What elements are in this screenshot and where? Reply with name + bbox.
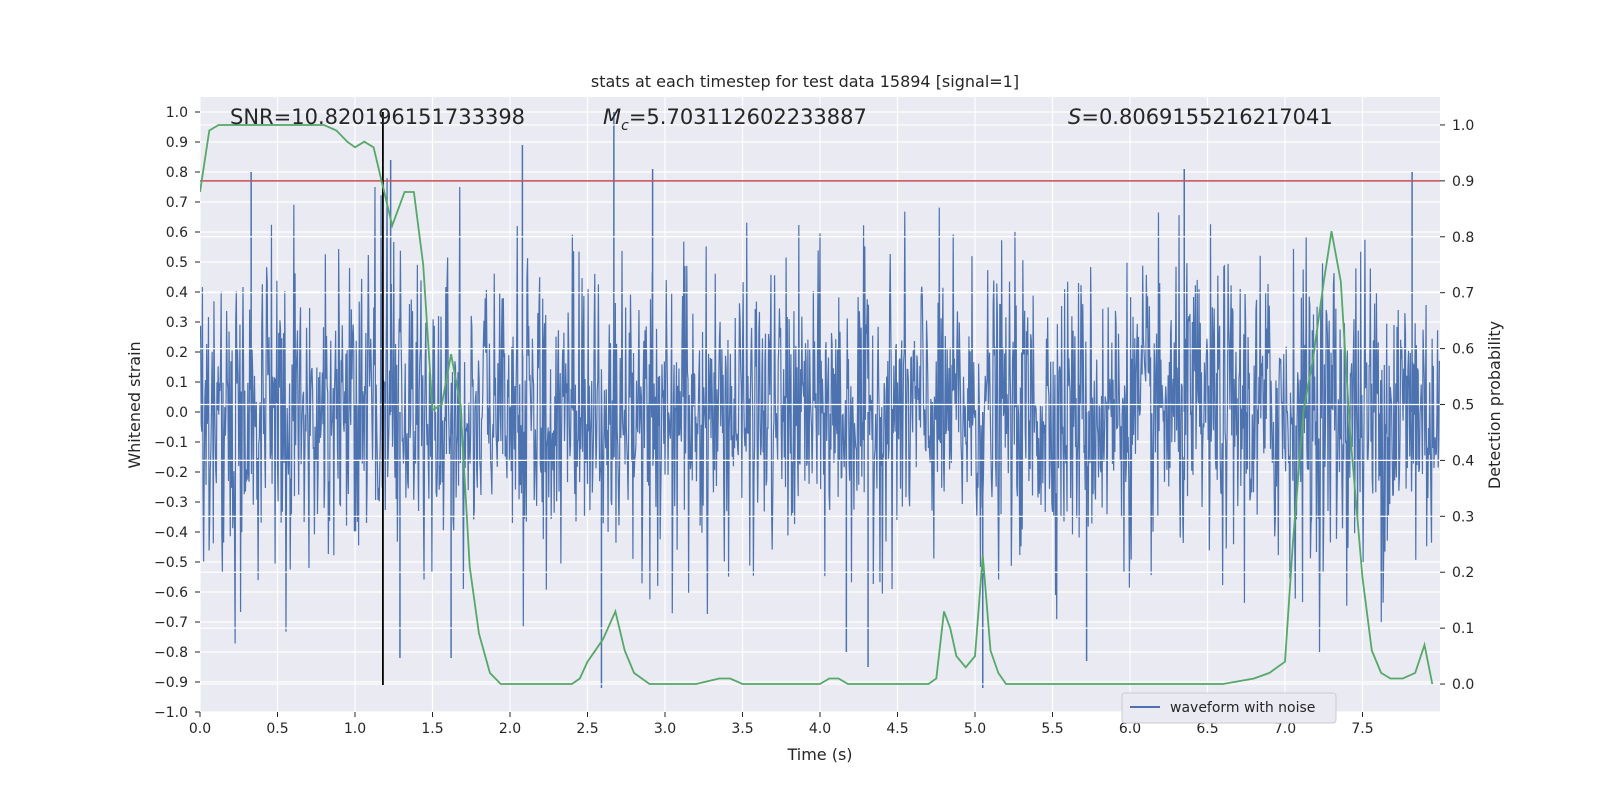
y2-tick-label: 0.7 xyxy=(1452,286,1474,302)
y2-tick-label: 0.6 xyxy=(1452,342,1474,358)
y2-tick-label: 0.2 xyxy=(1452,565,1474,581)
x-tick-label: 2.5 xyxy=(576,721,598,737)
strain-series xyxy=(200,112,1440,688)
y2-axis-title: Detection probability xyxy=(1485,321,1504,489)
mc-symbol: M xyxy=(603,105,621,129)
y2-tick-label: 0.5 xyxy=(1452,398,1474,414)
s-annotation: S=0.8069155216217041 xyxy=(1068,105,1333,129)
y-tick-label: −0.2 xyxy=(154,465,188,481)
x-tick-label: 5.0 xyxy=(964,721,986,737)
detection-probability-line xyxy=(200,124,1434,685)
y2-tick-label: 0.3 xyxy=(1452,509,1474,525)
x-tick-label: 3.0 xyxy=(654,721,676,737)
y-tick-label: −1.0 xyxy=(154,705,188,721)
y-tick-label: 0.1 xyxy=(166,375,188,391)
y-tick-label: 0.5 xyxy=(166,255,188,271)
y-tick-label: 0.7 xyxy=(166,195,188,211)
y-tick-label: 1.0 xyxy=(166,105,188,121)
x-tick-label: 4.0 xyxy=(809,721,831,737)
y2-axis-ticks: 0.0 0.1 0.2 0.3 0.4 0.5 0.6 0.7 0.8 0.9 1.0 xyxy=(1440,118,1474,693)
chart-title: stats at each timestep for test data 158… xyxy=(591,72,1019,91)
x-tick-label: 7.0 xyxy=(1274,721,1296,737)
mc-value: =5.703112602233887 xyxy=(629,105,867,129)
x-tick-label: 0.5 xyxy=(266,721,288,737)
y-tick-label: −0.1 xyxy=(154,435,188,451)
y2-tick-label: 0.0 xyxy=(1452,677,1474,693)
legend-box xyxy=(1121,692,1337,724)
y-tick-label: −0.8 xyxy=(154,645,188,661)
x-tick-label: 6.5 xyxy=(1196,721,1218,737)
x-axis-title: Time (s) xyxy=(786,745,852,764)
x-tick-label: 7.5 xyxy=(1351,721,1373,737)
x-tick-label: 2.0 xyxy=(499,721,521,737)
legend-label: waveform with noise xyxy=(1170,700,1315,716)
s-symbol: S xyxy=(1068,105,1081,129)
strain-waveform xyxy=(200,177,1440,653)
snr-annotation: SNR=10.820196151733398 xyxy=(230,105,525,129)
x-tick-label: 0.0 xyxy=(189,721,211,737)
y-tick-label: −0.6 xyxy=(154,585,188,601)
legend: waveform with noise xyxy=(1121,692,1337,724)
y-tick-label: 0.3 xyxy=(166,315,188,331)
y2-tick-label: 0.8 xyxy=(1452,230,1474,246)
y-tick-label: −0.7 xyxy=(154,615,188,631)
y2-tick-label: 1.0 xyxy=(1452,118,1474,134)
x-tick-label: 4.5 xyxy=(886,721,908,737)
y-axis-ticks: −1.0 −0.9 −0.8 −0.7 −0.6 −0.5 −0.4 −0.3 −0.2 −0.1… xyxy=(154,105,200,721)
s-value: =0.8069155216217041 xyxy=(1081,105,1332,129)
y2-tick-label: 0.9 xyxy=(1452,174,1474,190)
y-tick-label: 0.9 xyxy=(166,135,188,151)
y-tick-label: −0.3 xyxy=(154,495,188,511)
mc-annotation: Mc=5.703112602233887 xyxy=(603,105,867,134)
x-tick-label: 6.0 xyxy=(1119,721,1141,737)
x-tick-label: 5.5 xyxy=(1041,721,1063,737)
y-axis-title: Whitened strain xyxy=(125,341,144,468)
x-axis-ticks: 0.0 0.5 1.0 1.5 2.0 2.5 3.0 3.5 4.0 4.5 5.0 5.5 6.0 6… xyxy=(189,712,1374,737)
y-tick-label: 0.0 xyxy=(166,405,188,421)
y-tick-label: 0.4 xyxy=(166,285,188,301)
y-tick-label: −0.4 xyxy=(154,525,188,541)
y2-tick-label: 0.4 xyxy=(1452,453,1474,469)
y-tick-label: −0.5 xyxy=(154,555,188,571)
x-tick-label: 1.0 xyxy=(344,721,366,737)
y-tick-label: 0.6 xyxy=(166,225,188,241)
y-tick-label: −0.9 xyxy=(154,675,188,691)
y2-tick-label: 0.1 xyxy=(1452,621,1474,637)
x-tick-label: 1.5 xyxy=(421,721,443,737)
y-tick-label: 0.2 xyxy=(166,345,188,361)
mc-subscript: c xyxy=(621,118,629,134)
x-tick-label: 3.5 xyxy=(731,721,753,737)
y-tick-label: 0.8 xyxy=(166,165,188,181)
